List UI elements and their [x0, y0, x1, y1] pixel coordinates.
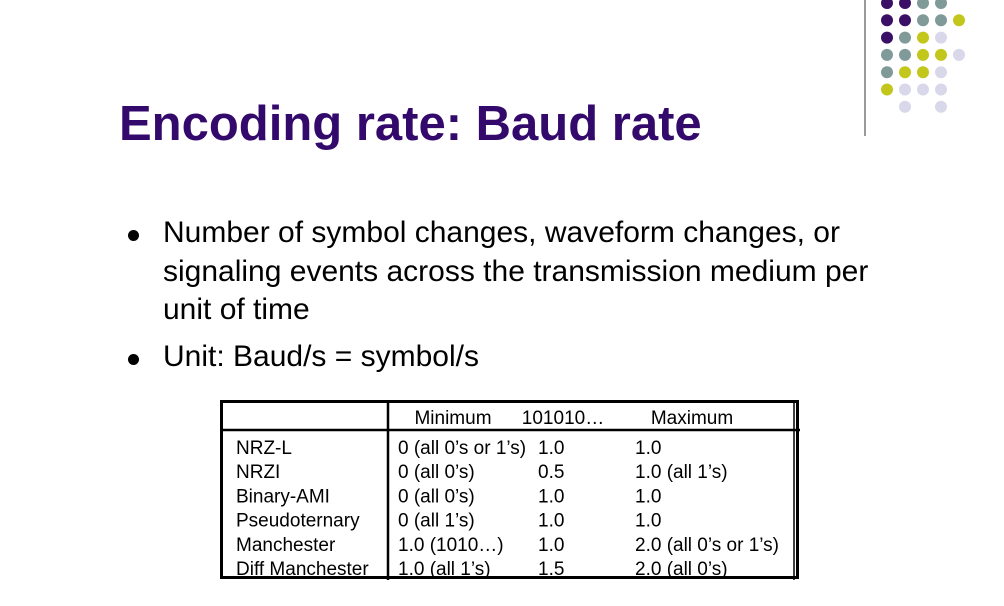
dot-grid-graphic: [881, 0, 965, 113]
decorative-dot: [881, 0, 893, 9]
encoding-table: Minimum 101010… Maximum NRZ-L 0 (all 0’s or …: [220, 400, 800, 580]
decorative-dot: [899, 83, 911, 96]
decorative-dot: [917, 0, 929, 9]
table-cell: 1.0 (all 1’s): [635, 462, 728, 483]
decorative-dot: [917, 48, 929, 61]
decorative-dot: [881, 31, 893, 44]
decorative-dot: [917, 31, 929, 44]
decorative-dot: [953, 48, 965, 61]
decorative-dot: [935, 100, 947, 113]
table-row-label: NRZ-L: [236, 438, 292, 459]
table-cell: 0 (all 0’s): [398, 462, 475, 483]
slide-title: Encoding rate: Baud rate: [119, 97, 702, 151]
bullet-text: Unit: Baud/s = symbol/s: [163, 339, 479, 373]
table-border: [220, 400, 799, 579]
table-cell: 0 (all 1’s): [398, 511, 475, 532]
decorative-dot: [935, 14, 947, 27]
table-cell: 1.0: [635, 438, 661, 459]
table-cell: 0 (all 0’s): [398, 486, 475, 507]
decorative-dot-grid: [880, 0, 990, 120]
bullet-item: Number of symbol changes, waveform chang…: [126, 214, 896, 330]
decorative-divider: [864, 0, 866, 136]
table-cell: 2.0 (all 0’s): [635, 559, 728, 580]
decorative-dot: [917, 14, 929, 27]
table-cell: 1.0: [538, 511, 564, 532]
table-row-label: NRZI: [236, 462, 280, 483]
decorative-dot: [899, 48, 911, 61]
decorative-dot: [881, 48, 893, 61]
table-cell: 0 (all 0’s or 1’s): [398, 438, 526, 459]
decorative-dot: [935, 83, 947, 96]
decorative-dot: [917, 83, 929, 96]
bullet-dot-icon: [128, 353, 139, 365]
table-cell: 0.5: [538, 462, 564, 483]
decorative-dot: [881, 83, 893, 96]
table-cell: 1.0: [635, 486, 661, 507]
table-cell: 1.0: [538, 438, 564, 459]
decorative-dot: [899, 66, 911, 79]
table-cell: 1.5: [538, 559, 564, 580]
bullet-item: Unit: Baud/s = symbol/s: [126, 338, 896, 377]
table-header-cell: Minimum: [414, 408, 491, 429]
table-cell: 1.0 (all 1’s): [398, 559, 491, 580]
decorative-dot: [899, 0, 911, 9]
decorative-dot: [953, 14, 965, 27]
bullet-list: Number of symbol changes, waveform chang…: [126, 214, 896, 384]
decorative-dot: [899, 14, 911, 27]
table-cell: 2.0 (all 0’s or 1’s): [635, 535, 779, 556]
decorative-dot: [899, 100, 911, 113]
decorative-dot: [935, 48, 947, 61]
decorative-dot: [917, 66, 929, 79]
table-cell: 1.0: [538, 535, 564, 556]
bullet-dot-icon: [128, 230, 139, 241]
decorative-dot: [935, 66, 947, 79]
table-header-cell: 101010…: [522, 408, 604, 429]
table-cell: 1.0: [538, 486, 564, 507]
table-row-label: Diff Manchester: [236, 559, 369, 580]
decorative-dot: [899, 31, 911, 44]
table-header-cell: Maximum: [651, 408, 733, 429]
table-row-label: Manchester: [236, 535, 336, 556]
decorative-dot: [881, 66, 893, 79]
table-cell: 1.0 (1010…): [398, 535, 504, 556]
encoding-table-graphic: Minimum 101010… Maximum NRZ-L 0 (all 0’s or …: [220, 400, 800, 580]
table-cell: 1.0: [635, 511, 661, 532]
table-row-label: Pseudoternary: [236, 511, 360, 532]
decorative-dot: [935, 0, 947, 9]
decorative-dot: [935, 31, 947, 44]
table-row-label: Binary-AMI: [236, 486, 330, 507]
decorative-dot: [881, 14, 893, 27]
bullet-text: Number of symbol changes, waveform chang…: [163, 216, 869, 326]
